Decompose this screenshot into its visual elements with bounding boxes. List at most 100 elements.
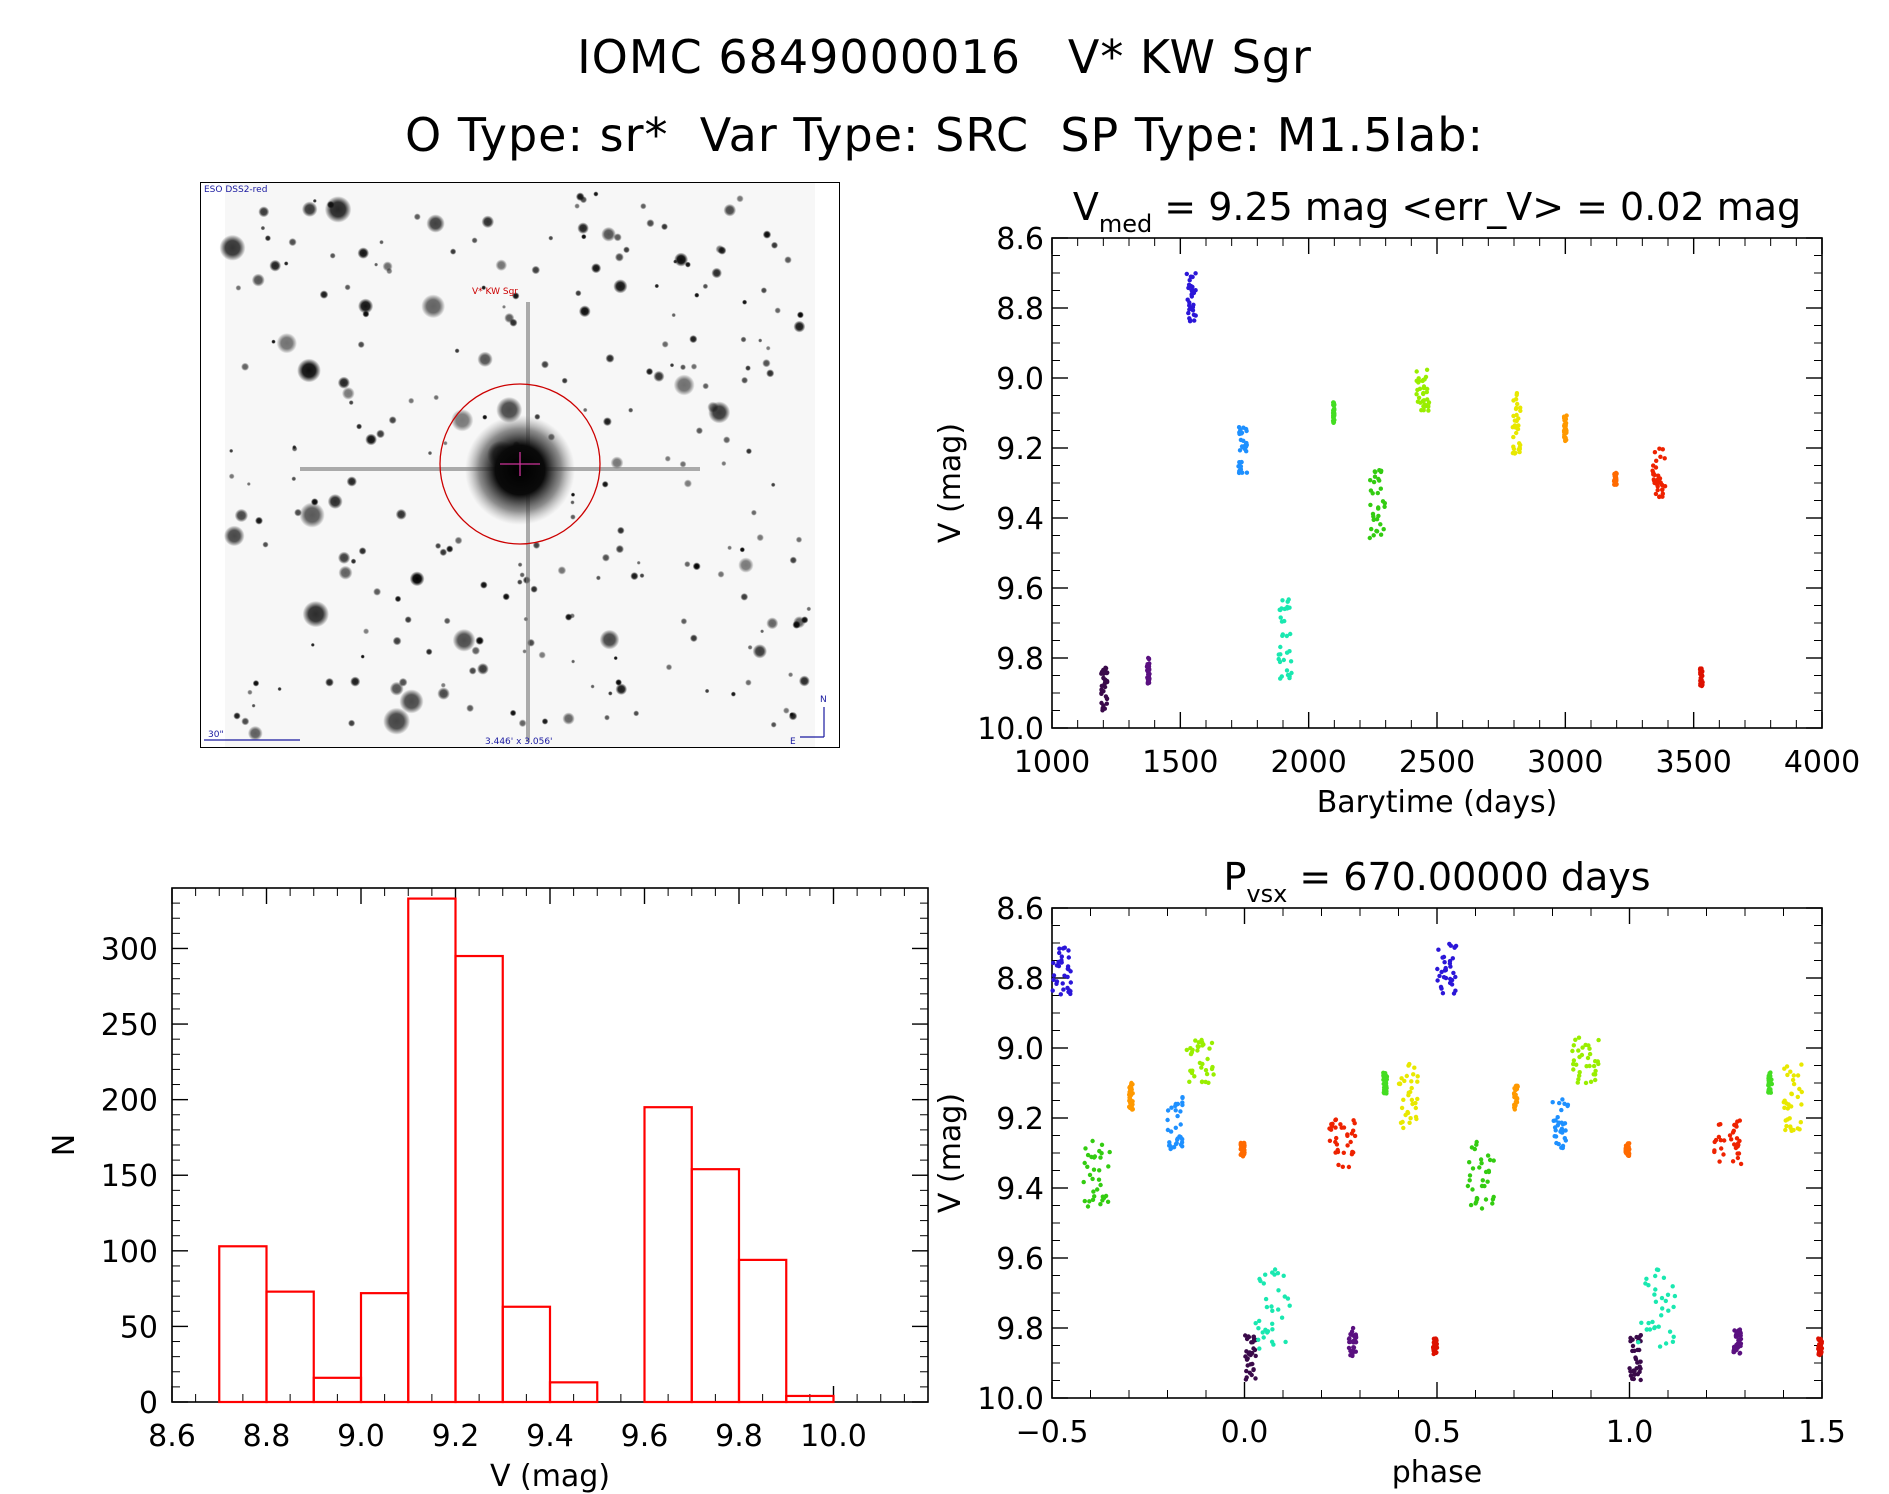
lc-data-point: [1424, 367, 1430, 372]
lc-ytick-label: 9.2: [996, 432, 1044, 467]
ph-data-point: [1635, 1372, 1641, 1377]
ph-data-point: [1512, 1107, 1518, 1112]
sky-star: [408, 397, 415, 404]
ph-data-point: [1559, 1128, 1564, 1133]
sky-star: [346, 476, 357, 487]
sky-star: [246, 482, 251, 486]
sky-star: [338, 565, 353, 580]
ph-data-point: [1785, 1106, 1791, 1111]
lc-data-point: [1192, 318, 1197, 323]
sky-star: [711, 267, 722, 279]
sky-star: [531, 265, 541, 275]
lc-data-point: [1660, 447, 1666, 452]
ph-data-point: [1336, 1162, 1341, 1168]
sky-star: [633, 710, 640, 717]
ph-data-point: [1474, 1142, 1479, 1147]
ph-data-point: [1671, 1334, 1676, 1340]
sky-star: [581, 234, 587, 240]
lc-data-point: [1651, 463, 1656, 468]
sky-star: [614, 252, 624, 262]
sky-star: [471, 646, 481, 655]
ph-data-point: [1712, 1149, 1717, 1155]
ph-data-point: [1270, 1321, 1275, 1327]
sky-star: [639, 573, 645, 579]
lc-data-point: [1414, 392, 1419, 397]
sky-star: [617, 526, 625, 535]
ph-data-point: [1573, 1037, 1578, 1043]
ph-data-point: [1068, 980, 1074, 985]
ph-xtick-label: 0.5: [1413, 1415, 1461, 1450]
sky-star: [348, 400, 354, 406]
ph-data-point: [1178, 1122, 1183, 1127]
ph-data-point: [1643, 1281, 1648, 1286]
ph-data-point: [1514, 1099, 1519, 1104]
lc-data-point: [1190, 291, 1195, 296]
ph-data-point: [1082, 1198, 1088, 1204]
ph-data-point: [1341, 1125, 1347, 1130]
ph-data-point: [1785, 1072, 1790, 1078]
lc-data-point: [1101, 675, 1106, 681]
ph-data-point: [1188, 1046, 1193, 1051]
sky-star: [288, 238, 297, 247]
ph-data-point: [1784, 1064, 1790, 1069]
ph-data-point: [1646, 1320, 1651, 1326]
ph-data-point: [1350, 1339, 1356, 1344]
lc-data-point: [1514, 418, 1519, 424]
ph-data-point: [1577, 1070, 1582, 1075]
sky-star: [653, 370, 665, 382]
ph-data-point: [1465, 1183, 1471, 1189]
ph-data-point: [1442, 960, 1447, 965]
ph-data-point: [1448, 943, 1454, 948]
lc-data-point: [1331, 415, 1336, 420]
ph-data-point: [1435, 978, 1440, 983]
ph-data-point: [1781, 1100, 1787, 1105]
sky-star: [590, 684, 595, 689]
lc-data-point: [1286, 597, 1291, 602]
sky-star: [427, 450, 433, 456]
hist-xtick-label: 9.6: [621, 1419, 669, 1454]
lc-data-point: [1380, 499, 1386, 504]
ph-data-point: [1791, 1081, 1797, 1087]
lc-data-point: [1516, 423, 1521, 428]
sky-star: [421, 294, 446, 319]
sky-star: [234, 508, 249, 523]
sky-star: [689, 634, 698, 643]
sky-star: [599, 629, 620, 650]
ph-data-point: [1173, 1103, 1178, 1109]
sky-star: [358, 298, 374, 314]
ph-xtick-label: −0.5: [1016, 1415, 1089, 1450]
ph-data-point: [1623, 1150, 1629, 1156]
ph-data-point: [1251, 1337, 1257, 1342]
ph-data-point: [1381, 1081, 1386, 1087]
ph-data-point: [1345, 1133, 1350, 1139]
sky-star: [395, 508, 407, 520]
lc-data-point: [1289, 670, 1294, 676]
sky-star: [645, 367, 654, 376]
lc-data-point: [1186, 282, 1192, 287]
sky-star: [301, 201, 318, 217]
ph-data-point: [1059, 958, 1064, 963]
sky-star: [358, 547, 367, 555]
sky-star: [241, 717, 250, 726]
sky-star: [745, 679, 752, 686]
sky-star: [689, 335, 698, 344]
sky-star: [679, 460, 687, 468]
ph-data-point: [1178, 1109, 1183, 1114]
ph-data-point: [1731, 1344, 1737, 1350]
sky-star: [601, 226, 616, 242]
ph-data-point: [1207, 1046, 1212, 1051]
ph-data-point: [1399, 1076, 1404, 1081]
ph-data-point: [1441, 975, 1447, 980]
ph-data-point: [1730, 1130, 1736, 1135]
sky-star: [233, 712, 241, 720]
ph-data-point: [1184, 1047, 1190, 1053]
sky-star: [615, 544, 624, 554]
ph-data-point: [1738, 1343, 1743, 1349]
sky-star: [277, 686, 282, 692]
sky-star: [570, 514, 576, 520]
lc-data-point: [1191, 302, 1196, 307]
lc-data-point: [1286, 673, 1291, 678]
ph-data-point: [1593, 1077, 1598, 1083]
lc-data-point: [1187, 307, 1192, 312]
ph-data-point: [1199, 1079, 1205, 1085]
